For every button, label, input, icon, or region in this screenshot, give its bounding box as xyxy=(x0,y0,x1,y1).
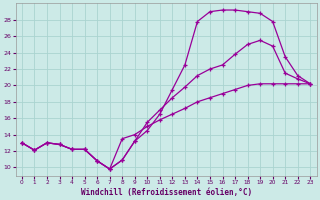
X-axis label: Windchill (Refroidissement éolien,°C): Windchill (Refroidissement éolien,°C) xyxy=(81,188,252,197)
